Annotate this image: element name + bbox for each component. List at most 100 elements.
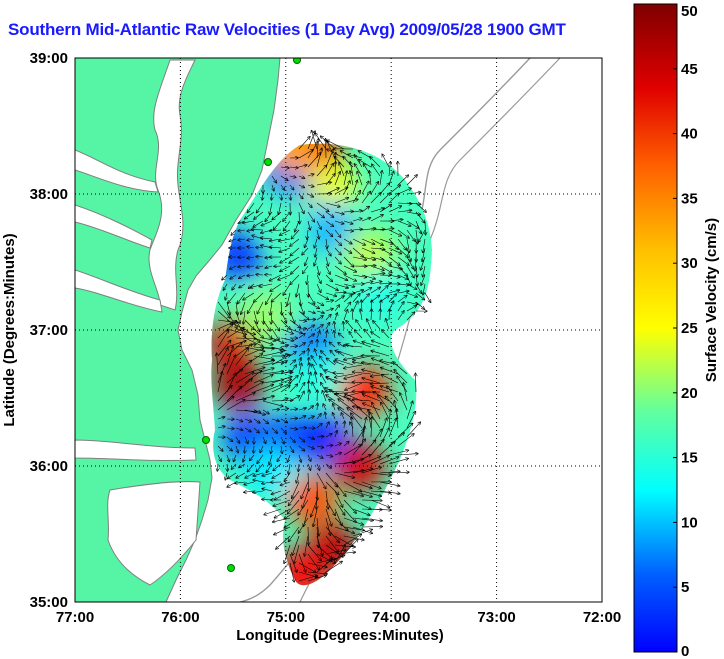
velocity-arrow	[308, 472, 309, 491]
velocity-arrow	[256, 256, 264, 257]
velocity-arrow	[406, 411, 416, 429]
velocity-arrow	[343, 230, 353, 231]
velocity-arrow	[345, 382, 363, 390]
velocity-arrow	[423, 265, 426, 277]
velocity-arrow	[415, 211, 425, 223]
velocity-arrow	[343, 310, 348, 321]
velocity-arrow	[294, 544, 300, 564]
colorbar-tick-label: 5	[681, 579, 689, 596]
velocity-arrow	[307, 174, 314, 176]
velocity-arrow	[326, 358, 336, 366]
velocity-arrow	[253, 368, 274, 375]
velocity-arrow	[325, 247, 331, 256]
velocity-arrow	[370, 273, 385, 275]
velocity-arrow	[308, 526, 309, 545]
velocity-arrow	[325, 322, 330, 330]
velocity-arrow	[332, 413, 336, 420]
velocity-arrow	[236, 301, 238, 315]
velocity-arrow	[296, 472, 300, 483]
velocity-arrow	[343, 199, 358, 204]
velocity-arrow	[397, 454, 418, 455]
velocity-arrow	[325, 340, 326, 348]
velocity-arrow	[325, 455, 333, 456]
velocity-arrow	[325, 526, 339, 543]
velocity-arrow	[217, 396, 234, 411]
velocity-arrow	[307, 220, 310, 230]
velocity-arrow	[397, 229, 409, 238]
velocity-arrow	[316, 182, 331, 186]
velocity-arrow	[289, 328, 302, 333]
velocity-arrow	[406, 211, 421, 215]
velocity-arrow	[217, 454, 221, 461]
velocity-arrow	[388, 450, 409, 456]
velocity-arrow	[289, 360, 296, 366]
velocity-arrow	[227, 454, 229, 462]
velocity-arrow	[253, 384, 273, 393]
velocity-arrow	[222, 274, 228, 280]
velocity-arrow	[253, 319, 260, 332]
velocity-arrow	[280, 436, 284, 444]
velocity-arrow	[270, 301, 273, 315]
velocity-arrow	[244, 348, 264, 357]
potomac-river	[75, 149, 159, 193]
velocity-arrow	[288, 526, 300, 542]
velocity-arrow	[406, 238, 409, 253]
velocity-arrow	[317, 139, 318, 159]
velocity-arrow	[347, 408, 363, 420]
velocity-arrow	[356, 320, 363, 330]
velocity-arrow	[334, 545, 345, 564]
velocity-arrow	[333, 373, 345, 374]
velocity-arrow	[397, 291, 409, 293]
radar-site	[202, 436, 210, 444]
velocity-arrow	[316, 436, 324, 437]
velocity-arrow	[343, 322, 344, 330]
velocity-arrow	[298, 553, 306, 572]
velocity-arrow	[244, 436, 248, 444]
velocity-arrow	[292, 535, 300, 555]
velocity-arrow	[316, 148, 322, 168]
velocity-arrow	[346, 321, 354, 330]
velocity-arrow	[316, 202, 329, 211]
velocity-arrow	[307, 202, 312, 208]
velocity-arrow	[308, 390, 309, 402]
velocity-arrow	[298, 383, 305, 393]
velocity-arrow	[262, 436, 266, 444]
colorbar-tick-label: 45	[681, 61, 698, 78]
velocity-arrow	[370, 281, 382, 285]
velocity-arrow	[236, 445, 238, 453]
velocity-arrow	[292, 481, 300, 498]
velocity-arrow	[301, 481, 309, 499]
velocity-arrow	[379, 171, 382, 186]
velocity-arrow	[361, 218, 371, 222]
velocity-arrow	[352, 529, 372, 537]
velocity-arrow	[235, 348, 248, 366]
velocity-arrow	[335, 313, 337, 321]
velocity-arrow	[236, 472, 246, 478]
velocity-arrow	[421, 274, 426, 285]
velocity-arrow	[260, 445, 264, 453]
velocity-arrow	[284, 517, 300, 528]
colorbar-tick-label: 10	[681, 514, 698, 531]
velocity-arrow	[291, 229, 300, 239]
velocity-arrow	[343, 539, 358, 555]
velocity-arrow	[343, 431, 347, 438]
velocity-arrow	[379, 286, 388, 294]
velocity-arrow	[352, 517, 373, 521]
velocity-arrow	[415, 202, 426, 212]
colorbar-tick-label: 30	[681, 255, 698, 272]
velocity-arrow	[290, 238, 300, 246]
velocity-arrow	[325, 490, 328, 509]
velocity-arrow	[343, 265, 356, 272]
velocity-arrow	[357, 171, 363, 186]
x-axis-label: Longitude (Degrees:Minutes)	[236, 627, 444, 644]
velocity-arrow	[334, 283, 348, 288]
x-tick-label: 75:00	[267, 609, 305, 626]
velocity-arrow	[272, 472, 282, 478]
velocity-arrow	[256, 247, 264, 248]
velocity-arrow	[237, 292, 246, 304]
velocity-arrow	[295, 220, 300, 232]
velocity-arrow	[316, 316, 323, 321]
velocity-arrow	[262, 384, 282, 393]
velocity-arrow	[361, 256, 376, 260]
velocity-arrow	[232, 283, 237, 290]
